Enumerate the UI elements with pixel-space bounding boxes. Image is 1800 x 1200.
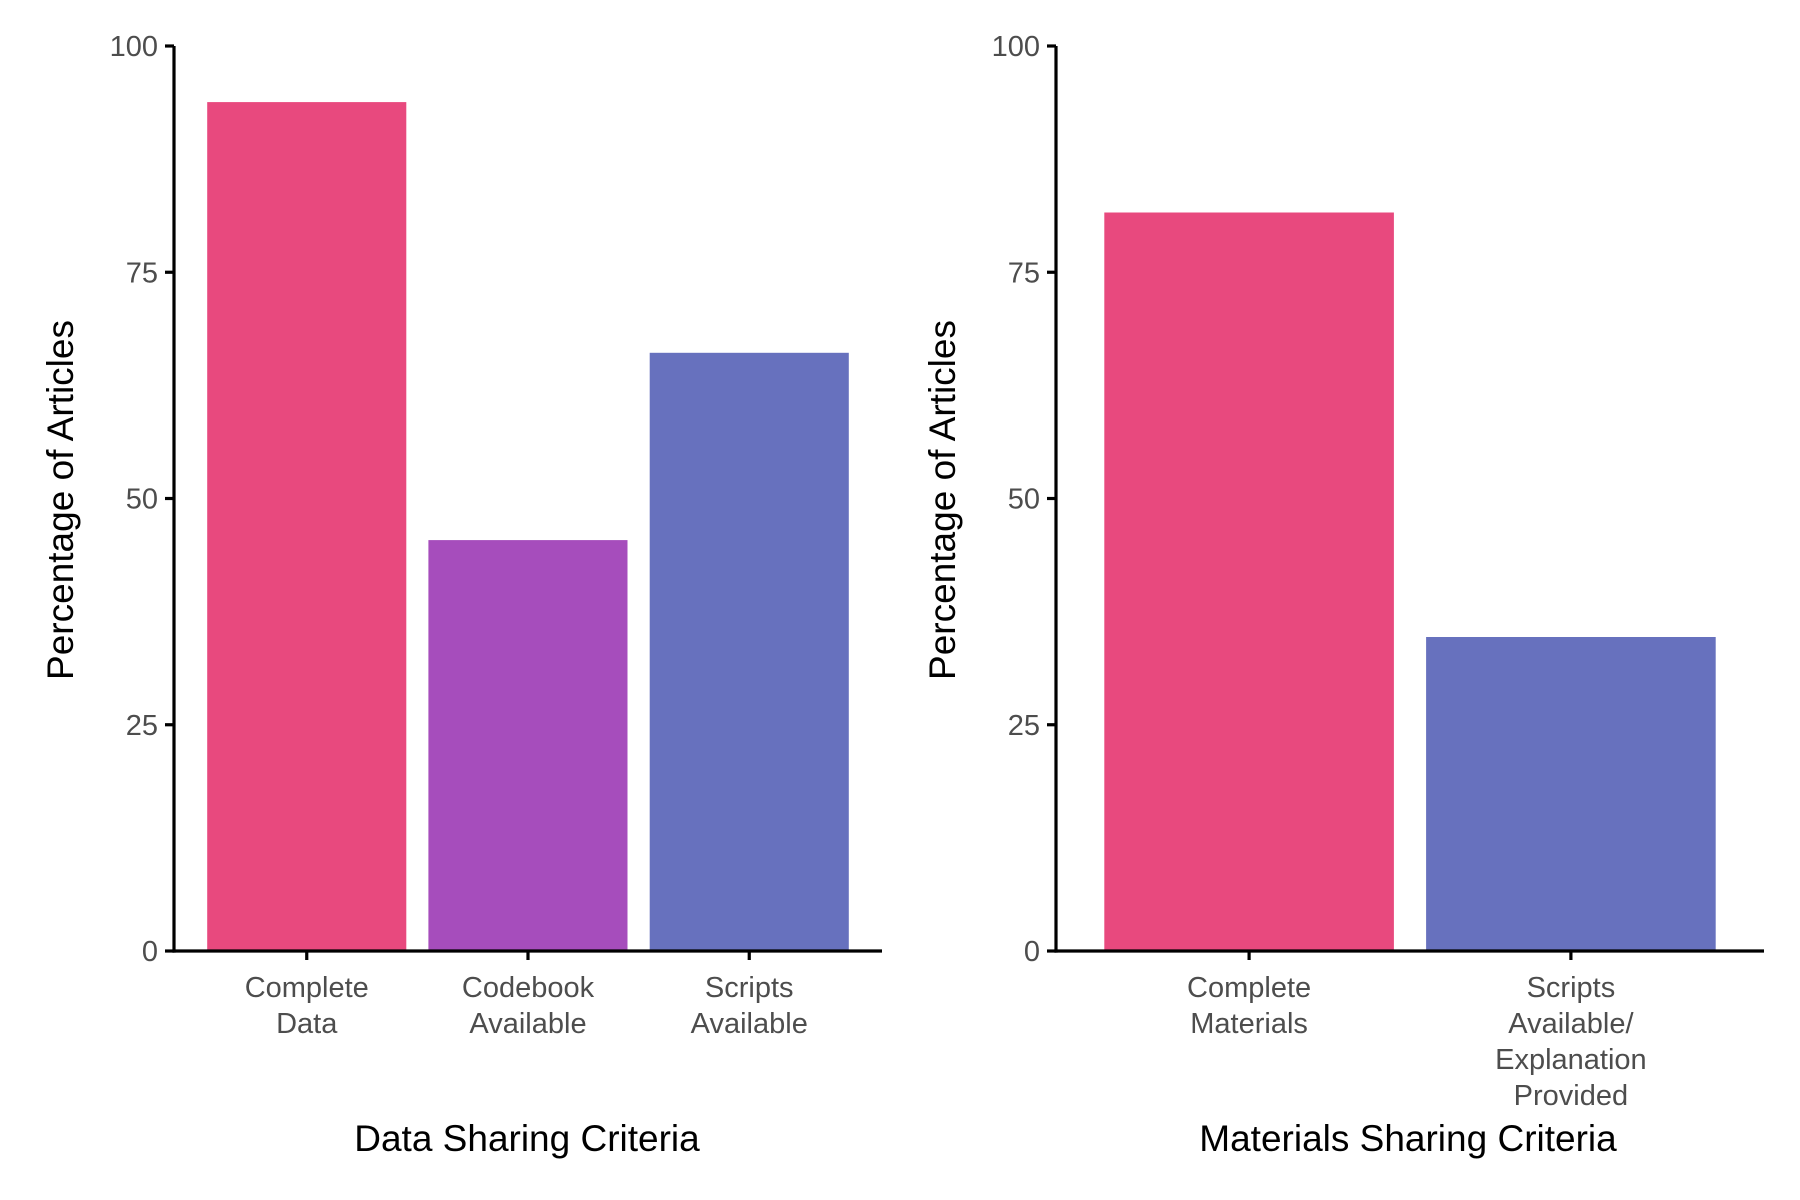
bar-0 — [1104, 212, 1394, 951]
x-tick-label: Codebook Available — [462, 972, 595, 1040]
x-axis-title: Data Sharing Criteria — [354, 1118, 700, 1159]
data-sharing-panel: Percentage of Articles Data Sharing Crit… — [40, 31, 882, 1159]
bar-2 — [649, 352, 849, 951]
bar-0 — [207, 102, 407, 952]
y-tick-label: 100 — [110, 31, 158, 63]
y-tick-label: 50 — [126, 484, 158, 516]
y-tick-label: 100 — [992, 31, 1040, 63]
x-axis-title: Materials Sharing Criteria — [1199, 1118, 1617, 1159]
x-tick-label: Complete Data — [245, 972, 369, 1040]
bar-1 — [1426, 637, 1716, 951]
y-tick-label: 50 — [1008, 484, 1040, 516]
y-tick-label: 0 — [142, 936, 158, 968]
y-tick-label: 75 — [126, 257, 158, 289]
y-tick-label: 25 — [1008, 710, 1040, 742]
y-tick-label: 25 — [126, 710, 158, 742]
y-axis-title: Percentage of Articles — [40, 320, 81, 680]
y-tick-label: 75 — [1008, 257, 1040, 289]
x-tick-label: Scripts Available/Explanation Provided — [1495, 972, 1647, 1112]
y-tick-label: 0 — [1024, 936, 1040, 968]
x-tick-label: Complete Materials — [1187, 972, 1311, 1040]
x-tick-label: Scripts Available — [691, 972, 808, 1040]
y-axis-title: Percentage of Articles — [922, 320, 963, 680]
bar-1 — [428, 540, 628, 951]
materials-sharing-panel: Percentage of Articles Materials Sharing… — [922, 31, 1764, 1159]
